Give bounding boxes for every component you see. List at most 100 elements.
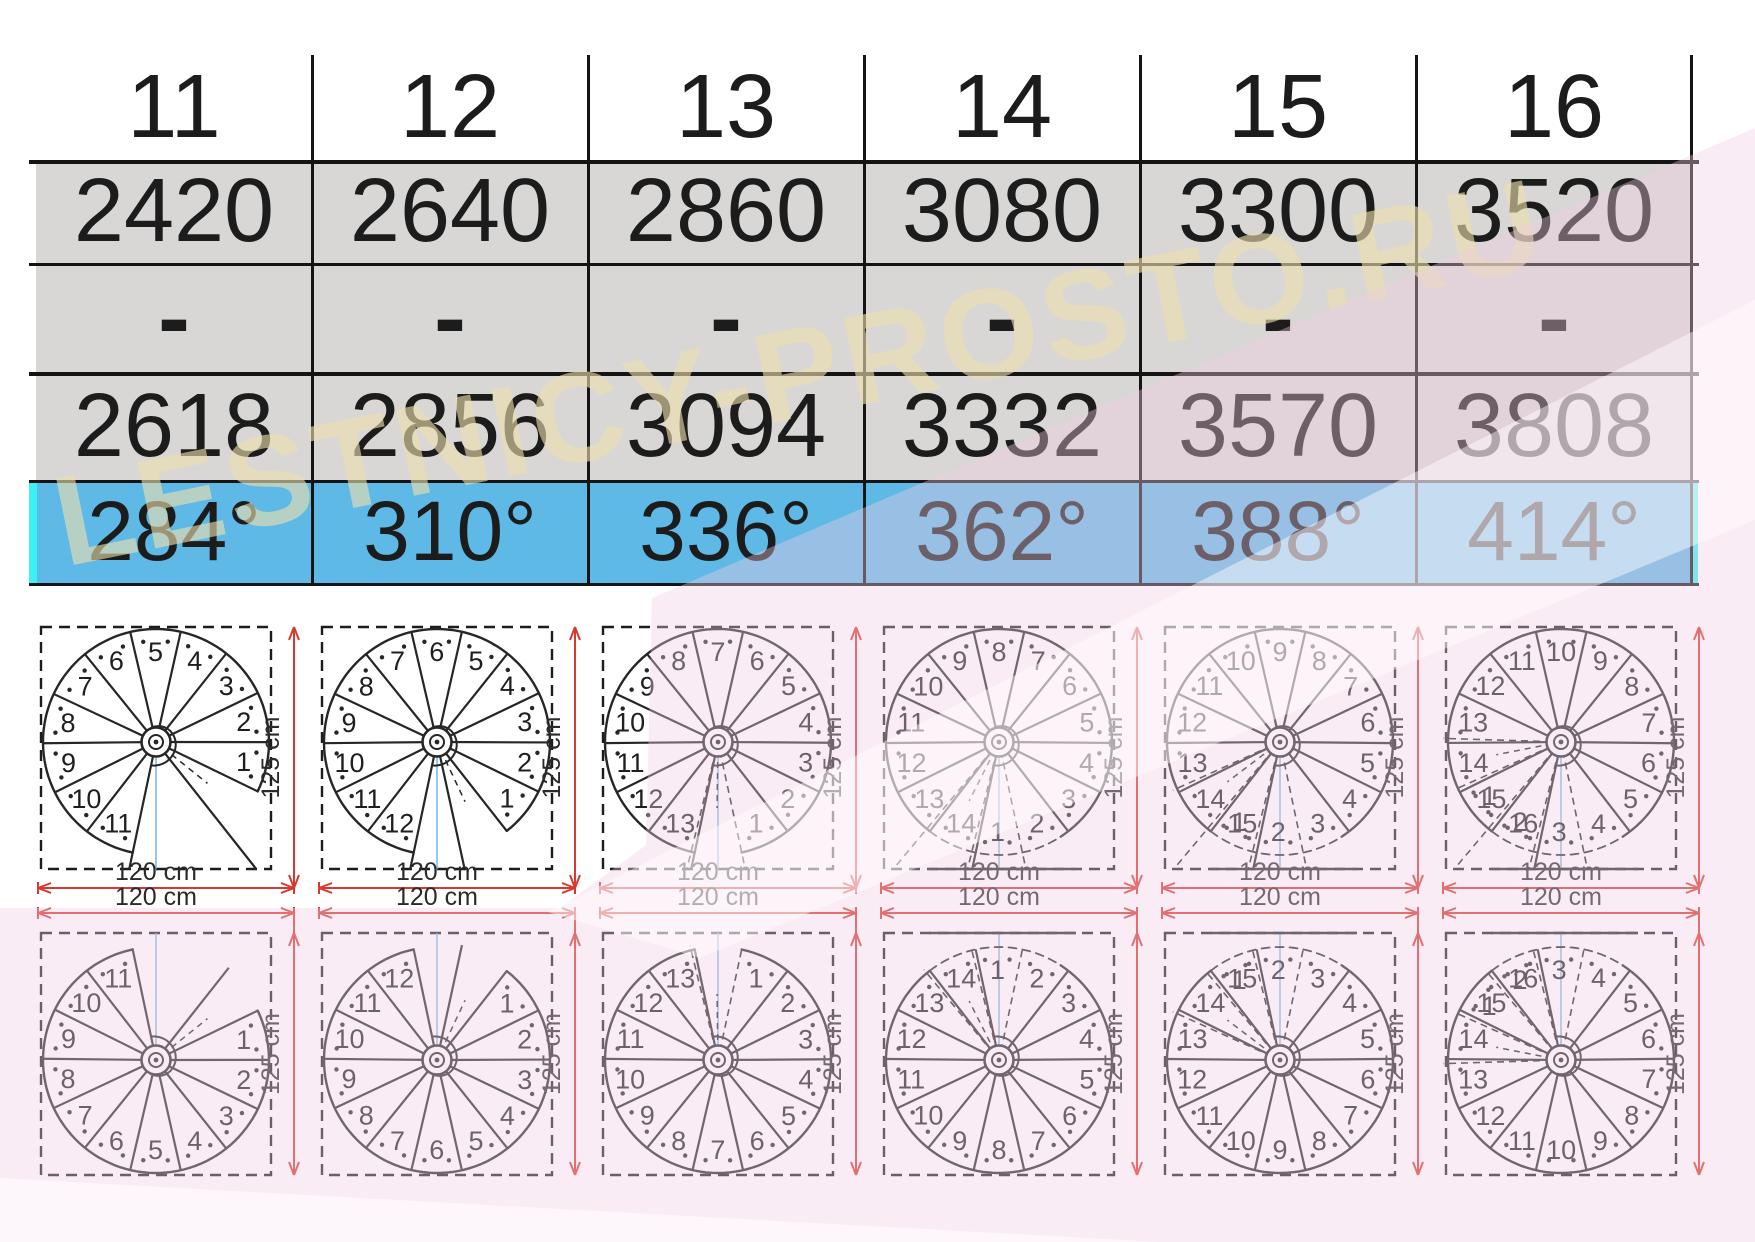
tread-dot	[379, 655, 385, 660]
arrowhead	[880, 907, 895, 914]
tread-dot	[122, 835, 128, 841]
step-number: 6	[750, 1126, 765, 1156]
arrowhead	[293, 626, 300, 641]
step-number: 10	[615, 708, 645, 738]
tread-dot	[348, 687, 353, 692]
step-number: 8	[359, 1101, 374, 1131]
arrowhead	[1685, 887, 1700, 894]
tread-dot	[120, 644, 126, 649]
tread-arc	[603, 948, 833, 1175]
table-cell-rotation-col1: 284°	[87, 484, 261, 578]
tread-dot	[489, 654, 494, 660]
step-number: 11	[104, 963, 132, 993]
arrowhead	[1131, 932, 1138, 947]
tread-dot	[520, 1110, 526, 1116]
tread-dot	[982, 957, 988, 963]
step-edge	[725, 1009, 820, 1058]
tread-dot	[1265, 639, 1270, 644]
step-number: 10	[334, 1024, 364, 1054]
step-edge	[410, 631, 437, 734]
dimension-table: 11 12 13 14 15 16 2420 2640 2860 3080 3300 3520- - - -…	[0, 0, 1755, 600]
tread-dot	[1458, 1067, 1463, 1072]
step-number: 7	[710, 1135, 725, 1165]
arrowhead	[1123, 912, 1138, 919]
tread-dot	[810, 1022, 815, 1028]
step-edge	[646, 1066, 714, 1149]
arrowhead	[569, 1161, 576, 1176]
table-cell-steps-col3: 13	[675, 57, 777, 157]
step-edge	[690, 750, 718, 870]
step-number: 12	[1475, 1101, 1505, 1131]
arrowhead	[1136, 1161, 1143, 1176]
step-edge	[1561, 631, 1588, 734]
table-row-line	[29, 583, 1699, 586]
step-edge	[1568, 692, 1664, 740]
tread-dot	[786, 667, 792, 673]
step-number: 6	[1360, 1064, 1375, 1094]
center-pole-dot	[434, 1057, 440, 1063]
tread-arc	[884, 627, 1114, 838]
step-edge	[1459, 745, 1554, 794]
step-number: 1	[1232, 807, 1247, 837]
step-edge	[1565, 748, 1631, 833]
center-pole-dot	[1558, 739, 1564, 745]
tread-dot	[1628, 813, 1633, 818]
step-edge	[160, 652, 228, 736]
step-edge	[409, 750, 437, 870]
tread-dot	[1488, 984, 1494, 990]
tread-dot	[943, 971, 948, 977]
tread-dot	[1223, 1142, 1228, 1148]
step-edge	[156, 631, 182, 734]
tread-dot	[239, 1110, 245, 1116]
step-edge	[163, 691, 259, 740]
tread-dot	[1092, 1091, 1097, 1096]
tread-dot	[786, 1129, 792, 1135]
arrowhead	[1412, 874, 1419, 889]
tread-dot	[248, 1092, 254, 1097]
step-number: 11	[1508, 646, 1536, 676]
step-number: 14	[946, 963, 976, 993]
tread-dot	[208, 1142, 213, 1148]
step-number: 11	[897, 1064, 925, 1094]
tread-dot	[254, 729, 259, 734]
arrowhead	[599, 907, 614, 914]
step-number: 1	[1482, 781, 1497, 811]
arrowhead	[1123, 907, 1138, 914]
tread-arc	[41, 948, 271, 1175]
step-number: 4	[798, 1065, 813, 1095]
step-edge	[366, 969, 433, 1054]
tread-dot	[1571, 1158, 1576, 1163]
tread-dot	[1177, 1046, 1182, 1051]
arrowhead	[842, 912, 857, 919]
step-edge	[1253, 1068, 1280, 1171]
tread-dot	[1245, 644, 1250, 649]
tread-dot	[529, 705, 535, 711]
table-cell-rotation-col5: 388°	[1191, 484, 1365, 578]
step-edge	[1458, 1062, 1554, 1110]
tread-dot	[682, 644, 688, 649]
step-edge	[437, 631, 463, 734]
step-edge	[616, 745, 711, 794]
step-number: 3	[1310, 963, 1325, 993]
hidden-step-edge	[719, 750, 747, 870]
entry-edge	[689, 945, 717, 1052]
arrowhead	[1698, 932, 1705, 947]
arrowhead	[842, 882, 857, 889]
tread-dot	[529, 774, 535, 779]
tread-dot	[349, 1003, 354, 1009]
tread-dot	[365, 984, 370, 990]
entry-guide-dash	[440, 749, 466, 803]
tread-dot	[1310, 644, 1315, 649]
step-number: 9	[1593, 646, 1608, 676]
hidden-step-edge	[1281, 750, 1308, 870]
step-number: 14	[1195, 988, 1225, 1018]
tread-dot	[644, 1129, 650, 1134]
step-edge	[604, 1057, 710, 1062]
tread-dot	[1007, 840, 1012, 845]
step-edge	[722, 653, 790, 736]
table-cell-rotation-col4: 362°	[915, 484, 1089, 578]
tread-dot	[748, 1153, 753, 1158]
step-number: 5	[1360, 1024, 1375, 1054]
